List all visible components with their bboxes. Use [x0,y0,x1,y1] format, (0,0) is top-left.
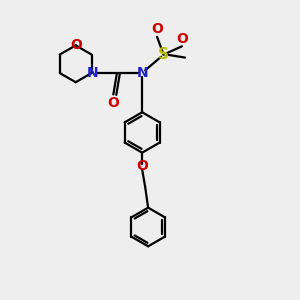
Text: N: N [86,66,98,80]
Text: O: O [107,96,119,110]
Text: O: O [70,38,82,52]
Text: S: S [158,47,169,62]
Text: O: O [136,159,148,173]
Text: N: N [136,66,148,80]
Text: O: O [151,22,163,36]
Text: O: O [177,32,188,46]
